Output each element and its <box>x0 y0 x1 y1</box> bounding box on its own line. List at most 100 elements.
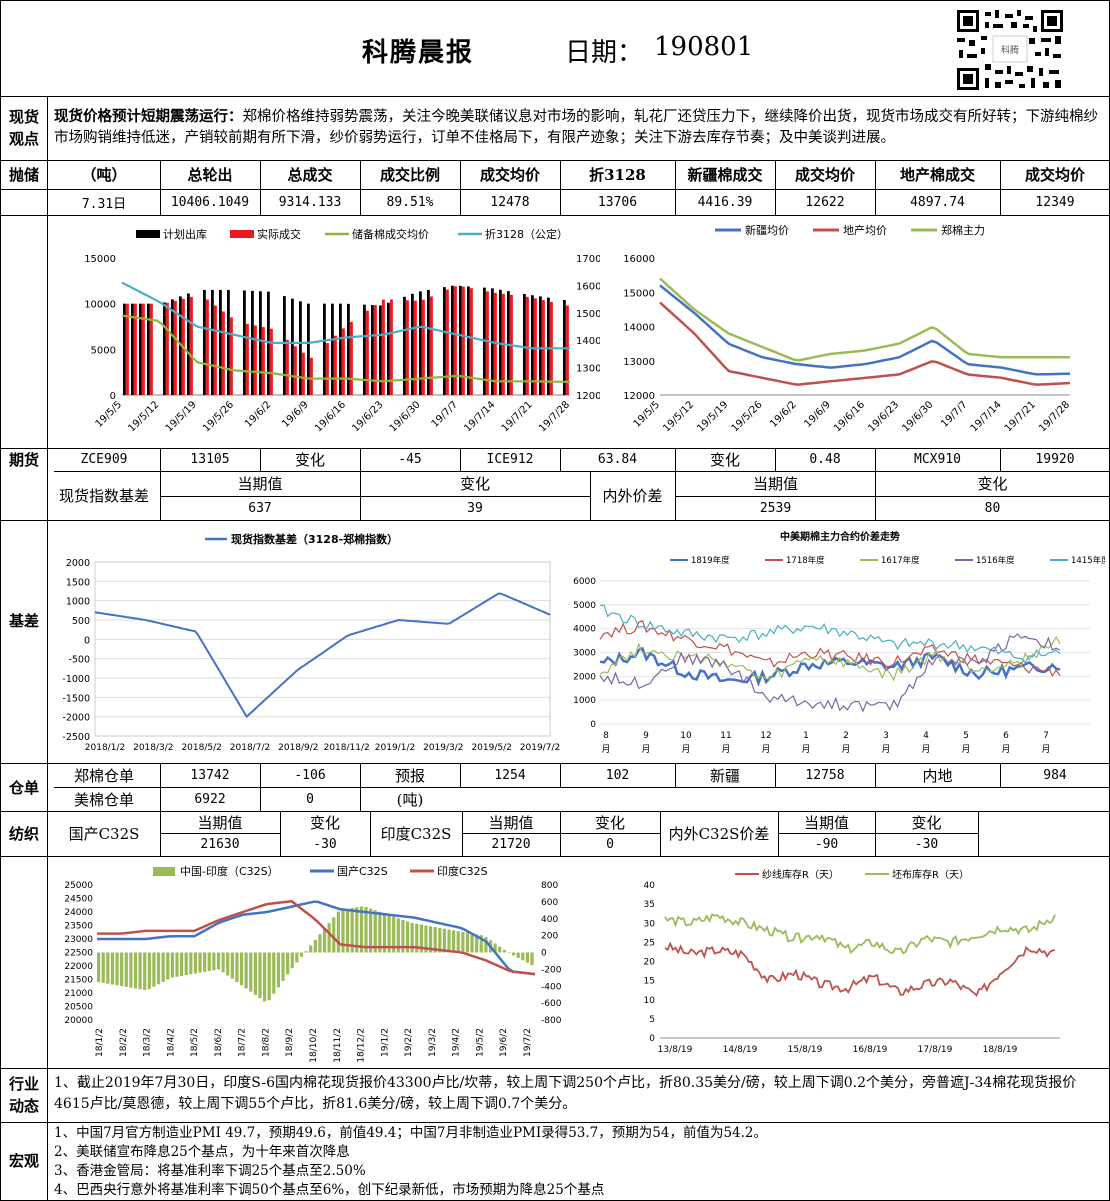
deal-bar <box>310 357 313 395</box>
y-tick: 0 <box>84 635 90 646</box>
deal-bar <box>246 323 249 395</box>
y-tick: 5000 <box>573 601 596 611</box>
auction-header-cell: 成交均价 <box>479 166 540 184</box>
diff-bar <box>304 951 308 953</box>
x-tick-unit: 月 <box>921 744 930 755</box>
diff-bar <box>175 952 179 977</box>
plan-bar <box>307 303 310 395</box>
diff-bar <box>470 933 474 953</box>
x-tick-unit: 月 <box>601 744 610 755</box>
plan-bar <box>323 303 326 395</box>
plan-bar <box>227 289 230 395</box>
x-tick: 18/6/2 <box>214 1028 224 1057</box>
x-tick: 3 <box>883 731 889 741</box>
c32s-chart-svg: 中国-印度（C32S） 国产C32S 印度C32S 25000 24500 24000 23… <box>64 864 561 1063</box>
legend-label: 中国-印度（C32S） <box>180 864 279 878</box>
deal-bar <box>566 305 569 395</box>
x-tick: 18/12/2 <box>357 1028 367 1063</box>
textile-label-cell: 当期值 <box>197 813 243 832</box>
auction-header-cell: 成交均价 <box>794 166 855 184</box>
auction-value-cell: 12478 <box>490 194 530 210</box>
x-tick: 2019/7/2 <box>520 743 560 753</box>
diff-bar <box>442 928 447 953</box>
deal-bar <box>430 296 433 395</box>
diff-bar <box>405 921 410 953</box>
futures-sub-value: 637 <box>248 500 272 516</box>
basis-line <box>94 592 551 719</box>
y-tick: -2500 <box>62 732 90 743</box>
legend-label: 储备棉成交均价 <box>352 227 429 241</box>
diff-bar <box>341 909 345 953</box>
plan-bar <box>171 299 174 395</box>
report-title: 科腾晨报 <box>362 38 475 68</box>
x-tick: 1 <box>803 731 809 741</box>
diff-bar <box>525 952 530 963</box>
plan-bar <box>371 305 374 395</box>
yarn-inventory-line <box>664 941 1056 997</box>
futures-cell: ICE912 <box>486 452 534 467</box>
x-tick: 15/8/19 <box>788 1045 823 1055</box>
diff-bar <box>226 952 230 976</box>
legend-label: 实际成交 <box>257 227 301 241</box>
y-tick: 4000 <box>573 625 596 635</box>
x-tick: 19/7/28 <box>1037 399 1072 434</box>
futures-sub-value: 80 <box>984 500 1001 516</box>
diff-bar <box>221 952 225 973</box>
x-tick: 18/3/2 <box>143 1028 153 1057</box>
deal-bar <box>214 305 217 395</box>
diff-bar <box>387 915 391 953</box>
warehouse-cell: 郑棉仓单 <box>73 766 134 785</box>
diff-bar <box>166 952 170 980</box>
x-tick: 2018/3/2 <box>133 743 173 753</box>
deal-bar <box>486 291 489 395</box>
y-tick-left: 10000 <box>84 300 116 311</box>
y-tick: 30 <box>644 919 656 929</box>
diff-bar <box>189 952 193 975</box>
spread-chart-svg: 中美期棉主力合约价差走势 1819年度 1718年度 1617年度 1516年度 1415… <box>573 530 1110 755</box>
textile-label-cell: 变化 <box>911 813 942 832</box>
auction-header-cell: 总成交 <box>287 166 333 184</box>
date-label: 日期： <box>565 38 644 68</box>
x-tick: 19/5/26 <box>201 399 236 434</box>
y-tick: -1500 <box>62 693 90 704</box>
y-tick-right: 15000 <box>576 309 600 320</box>
x-tick: 19/6/9 <box>802 399 833 430</box>
y-tick: 0 <box>649 1034 655 1044</box>
deal-bar <box>406 300 409 395</box>
auction-header-cell: 成交比例 <box>379 166 440 184</box>
futures-cell: 63.84 <box>597 452 638 467</box>
auction-value-cell: 7.31日 <box>81 196 127 212</box>
x-tick: 19/5/26 <box>730 399 765 434</box>
x-tick: 2018/9/2 <box>278 743 318 753</box>
diff-bar <box>350 908 354 953</box>
x-tick: 19/5/5 <box>632 399 663 430</box>
x-tick: 19/3/2 <box>428 1028 438 1057</box>
diff-bar <box>465 932 470 953</box>
y-tick-left: 25000 <box>64 881 93 891</box>
auction-value-cell: 4897.74 <box>910 194 965 210</box>
textile-label-cell: 印度C32S <box>380 825 452 843</box>
futures-sub-value: 2539 <box>759 500 792 516</box>
textile-label-cell: 变化 <box>309 813 340 832</box>
futures-sub-header: 变化 <box>459 475 490 493</box>
y-tick-left: 22500 <box>64 949 93 959</box>
x-tick: 19/5/2 <box>475 1028 485 1057</box>
diff-bar <box>516 952 520 958</box>
y-tick: 16000 <box>623 254 655 265</box>
x-tick: 18/8/19 <box>983 1045 1018 1055</box>
plan-bar <box>499 289 502 395</box>
diff-bar <box>120 952 124 987</box>
y-tick-right: 16000 <box>576 281 600 292</box>
plan-bar <box>203 289 206 395</box>
x-tick-unit: 月 <box>681 744 690 755</box>
warehouse-label: 仓单 <box>8 778 39 797</box>
y-tick-right: 17000 <box>576 254 600 265</box>
spread-line <box>599 633 1061 713</box>
qr-code: 科腾 <box>955 8 1065 92</box>
textile-label-cell: 国产C32S <box>68 825 140 843</box>
diff-bar <box>461 931 465 953</box>
deal-bar <box>142 303 145 395</box>
diff-bar <box>456 931 460 953</box>
deal-bar <box>350 321 353 395</box>
y-tick-left: 15000 <box>84 254 116 265</box>
